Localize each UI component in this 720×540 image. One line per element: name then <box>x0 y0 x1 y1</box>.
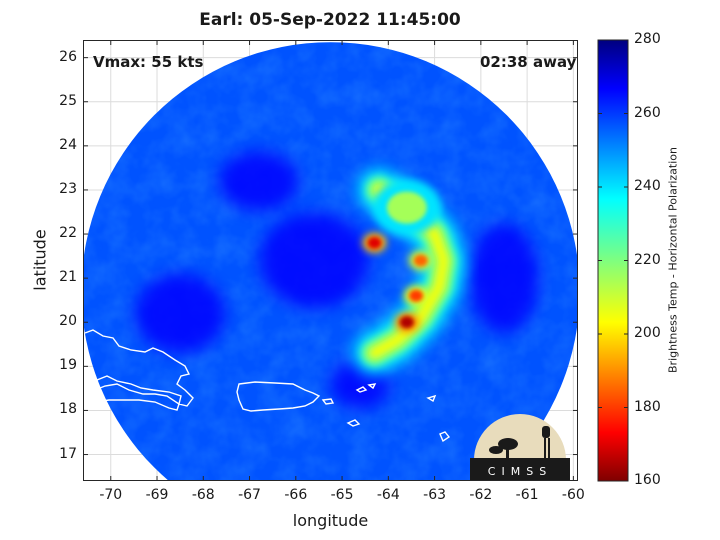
cold-cell-2 <box>367 236 382 249</box>
warm-region <box>468 223 539 334</box>
dry-region <box>135 151 539 409</box>
y-tick-label: 18 <box>59 401 77 418</box>
x-tick-label: -65 <box>330 487 354 503</box>
colorbar-tick-label: 260 <box>634 104 661 121</box>
axis-ticks <box>83 40 578 481</box>
x-tick-label: -70 <box>99 487 123 503</box>
y-tick-label: 25 <box>59 92 77 109</box>
map-canvas <box>83 40 578 481</box>
guadeloupe-coastline <box>439 431 451 443</box>
cold-cell-4 <box>409 289 424 302</box>
colorbar-tick-label: 180 <box>634 398 661 415</box>
y-tick-label: 26 <box>59 48 77 65</box>
brightness-temp-swath <box>83 42 578 481</box>
colorbar-gradient <box>597 39 629 482</box>
virgin-islands-coastline <box>355 386 368 393</box>
y-tick-label: 17 <box>59 445 77 462</box>
colorbar-tick-label: 160 <box>634 472 661 488</box>
antigua-coastline <box>426 394 437 403</box>
northern-convection <box>386 191 427 224</box>
anguilla-coastline <box>367 383 377 390</box>
y-tick-label: 22 <box>59 225 77 242</box>
x-tick-label: -67 <box>238 487 261 503</box>
x-tick-label: -69 <box>145 487 169 503</box>
cimss-logo: CIMSS <box>470 414 570 480</box>
x-tick-label: -68 <box>191 487 215 503</box>
x-tick-label: -64 <box>376 487 400 503</box>
x-tick-label: -63 <box>423 487 447 503</box>
coastlines <box>84 329 451 443</box>
cold-cell-3 <box>413 254 428 267</box>
hispaniola-coastline <box>84 329 194 407</box>
hispaniola-coastline <box>84 383 180 411</box>
warm-region <box>135 273 226 354</box>
x-axis-label: longitude <box>292 511 369 530</box>
y-tick-label: 19 <box>59 357 77 374</box>
plot-title: Earl: 05-Sep-2022 11:45:00 <box>199 10 461 30</box>
x-tick-label: -62 <box>469 487 493 503</box>
colorbar-tick-label: 220 <box>634 251 661 268</box>
time-away-label: 02:38 away <box>480 53 577 71</box>
logo-text: CIMSS <box>488 465 552 478</box>
vieques-coastline <box>321 398 335 405</box>
warm-region <box>259 212 370 309</box>
x-tick-label: -60 <box>561 487 585 503</box>
y-axis-label: latitude <box>30 229 50 291</box>
warm-region <box>218 151 299 212</box>
colorbar-canvas <box>597 39 629 482</box>
colorbar: 160 180 200 220 240 260 280 <box>597 31 661 488</box>
virgin-islands-coastline <box>346 419 361 427</box>
colorbar-tick-label: 240 <box>634 178 661 194</box>
y-tick-label: 23 <box>59 180 77 197</box>
y-tick-label: 20 <box>59 313 77 330</box>
plot-frame <box>83 40 578 481</box>
convection-features <box>353 168 465 375</box>
y-tick-label: 21 <box>59 269 77 286</box>
colorbar-label: Brightness Temp - Horizontal Polarizatio… <box>666 147 680 373</box>
x-tick-label: -66 <box>284 487 308 503</box>
map-plot: CIMSS -70 -69 -68 -67 -66 -65 -64 -63 -62 -61 -60 1… <box>59 40 585 503</box>
cold-cell-1 <box>399 316 414 329</box>
colorbar-tick-label: 280 <box>634 31 661 47</box>
colorbar-ticks <box>598 39 628 482</box>
vmax-label: Vmax: 55 kts <box>93 53 204 71</box>
x-tick-label: -61 <box>515 487 539 503</box>
y-tick-label: 24 <box>59 136 77 153</box>
puerto-rico-coastline <box>236 381 321 412</box>
colorbar-tick-label: 200 <box>634 325 661 341</box>
